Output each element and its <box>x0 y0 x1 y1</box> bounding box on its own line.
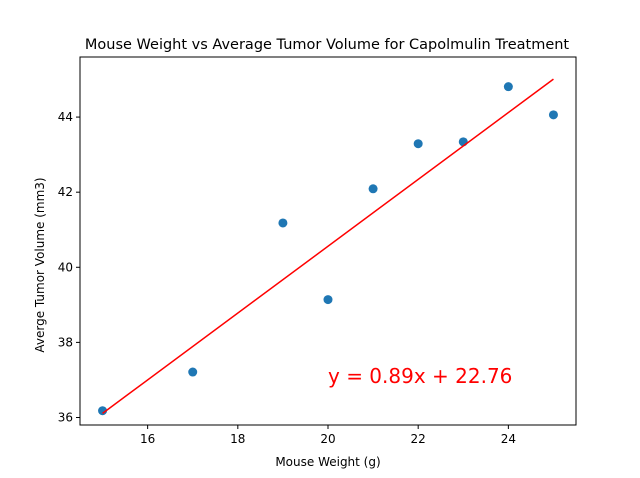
scatter-point <box>458 137 468 147</box>
y-tick-label: 42 <box>58 185 73 199</box>
plot-area: 16 18 20 22 24 36 38 40 42 44 y = 0.89x + 22.76 <box>58 56 577 446</box>
scatter-point <box>413 139 423 149</box>
y-tick-label: 38 <box>58 335 73 349</box>
regression-line <box>102 78 554 414</box>
x-tick-label: 24 <box>501 432 516 446</box>
scatter-point <box>548 110 558 120</box>
scatter-point <box>323 295 333 305</box>
scatter-point <box>188 367 198 377</box>
axes-frame <box>79 56 577 426</box>
x-tick-label: 22 <box>411 432 426 446</box>
x-tick-label: 18 <box>230 432 245 446</box>
y-tick-label: 40 <box>58 260 73 274</box>
scatter-point <box>503 82 513 92</box>
y-tick-label: 36 <box>58 410 73 424</box>
x-tick-label: 16 <box>140 432 155 446</box>
scatter-point <box>98 406 108 416</box>
y-axis-label: Averge Tumor Volume (mm3) <box>33 177 47 352</box>
scatter-point <box>278 218 288 228</box>
x-axis-label: Mouse Weight (g) <box>275 455 380 469</box>
chart-title: Mouse Weight vs Average Tumor Volume for… <box>85 37 570 53</box>
x-tick-label: 20 <box>320 432 335 446</box>
scatter-point <box>368 184 378 194</box>
y-tick-label: 44 <box>58 110 73 124</box>
regression-equation-annotation: y = 0.89x + 22.76 <box>328 364 512 388</box>
